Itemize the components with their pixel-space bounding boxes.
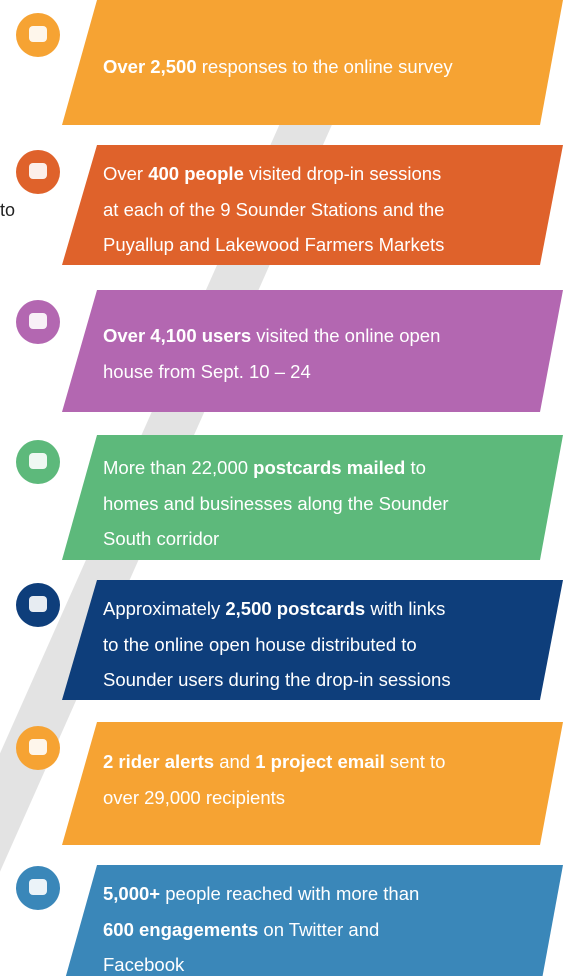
info-text: Sounder users during the drop-in session…	[103, 669, 451, 690]
info-item: Over 4,100 users visited the online open…	[16, 290, 563, 412]
text-segment: on Twitter and	[258, 919, 379, 940]
text-segment: house from Sept. 10 – 24	[103, 361, 311, 382]
banner	[62, 290, 563, 412]
info-text: Over 400 people visited drop-in sessions	[103, 163, 441, 184]
bold-text: 400 people	[148, 163, 244, 184]
icon-glyph	[29, 596, 47, 612]
text-segment: with links	[365, 598, 445, 619]
text-segment: to the online open house distributed to	[103, 634, 417, 655]
info-text: South corridor	[103, 528, 219, 549]
icon-glyph	[29, 453, 47, 469]
info-item: 2 rider alerts and 1 project email sent …	[16, 722, 563, 845]
info-text: 5,000+ people reached with more than	[103, 883, 419, 904]
icon-glyph	[29, 879, 47, 895]
info-text: to the online open house distributed to	[103, 634, 417, 655]
info-text: Over 4,100 users visited the online open	[103, 325, 440, 346]
text-segment: responses to the online survey	[197, 56, 454, 77]
info-text: Puyallup and Lakewood Farmers Markets	[103, 234, 444, 255]
icon-glyph	[29, 163, 47, 179]
bold-text: 600 engagements	[103, 919, 258, 940]
banner	[65, 865, 563, 976]
info-text: 2 rider alerts and 1 project email sent …	[103, 751, 445, 772]
icon-glyph	[29, 739, 47, 755]
text-segment: Facebook	[103, 954, 185, 975]
text-segment: sent to	[385, 751, 446, 772]
text-segment: Over	[103, 163, 148, 184]
info-text: over 29,000 recipients	[103, 787, 285, 808]
text-segment: and	[214, 751, 255, 772]
bold-text: 2 rider alerts	[103, 751, 214, 772]
text-segment: More than 22,000	[103, 457, 253, 478]
info-text: Facebook	[103, 954, 185, 975]
info-text: More than 22,000 postcards mailed to	[103, 457, 426, 478]
banner	[62, 722, 563, 845]
info-item: Approximately 2,500 postcards with links…	[16, 580, 563, 700]
info-text: 600 engagements on Twitter and	[103, 919, 379, 940]
text-segment: Approximately	[103, 598, 225, 619]
banner	[62, 145, 563, 265]
bold-text: 5,000+	[103, 883, 160, 904]
text-segment: people reached with more than	[160, 883, 419, 904]
text-segment: over 29,000 recipients	[103, 787, 285, 808]
info-text: house from Sept. 10 – 24	[103, 361, 311, 382]
text-segment: Sounder users during the drop-in session…	[103, 669, 451, 690]
banner	[62, 580, 563, 700]
text-segment: Puyallup and Lakewood Farmers Markets	[103, 234, 444, 255]
bold-text: 2,500 postcards	[225, 598, 365, 619]
info-item: 5,000+ people reached with more than 600 …	[16, 865, 563, 976]
info-text: homes and businesses along the Sounder	[103, 493, 449, 514]
text-segment: to	[405, 457, 426, 478]
text-segment: at each of the 9 Sounder Stations and th…	[103, 199, 444, 220]
text-segment: visited the online open	[251, 325, 440, 346]
icon-glyph	[29, 26, 47, 42]
bold-text: 1 project email	[255, 751, 385, 772]
text-fragment: to	[0, 200, 15, 220]
bold-text: postcards mailed	[253, 457, 405, 478]
info-item: Over 2,500 responses to the online surve…	[16, 0, 563, 125]
bold-text: Over 2,500	[103, 56, 197, 77]
bold-text: Over 4,100 users	[103, 325, 251, 346]
info-text: at each of the 9 Sounder Stations and th…	[103, 199, 444, 220]
info-text: Over 2,500 responses to the online surve…	[103, 56, 453, 77]
info-item: More than 22,000 postcards mailed to home…	[16, 435, 563, 560]
banner	[62, 0, 563, 125]
text-segment: visited drop-in sessions	[244, 163, 441, 184]
banner	[62, 435, 563, 560]
text-segment: homes and businesses along the Sounder	[103, 493, 449, 514]
text-segment: South corridor	[103, 528, 219, 549]
info-item: Over 400 people visited drop-in sessions…	[16, 145, 563, 265]
info-text: Approximately 2,500 postcards with links	[103, 598, 445, 619]
icon-glyph	[29, 313, 47, 329]
